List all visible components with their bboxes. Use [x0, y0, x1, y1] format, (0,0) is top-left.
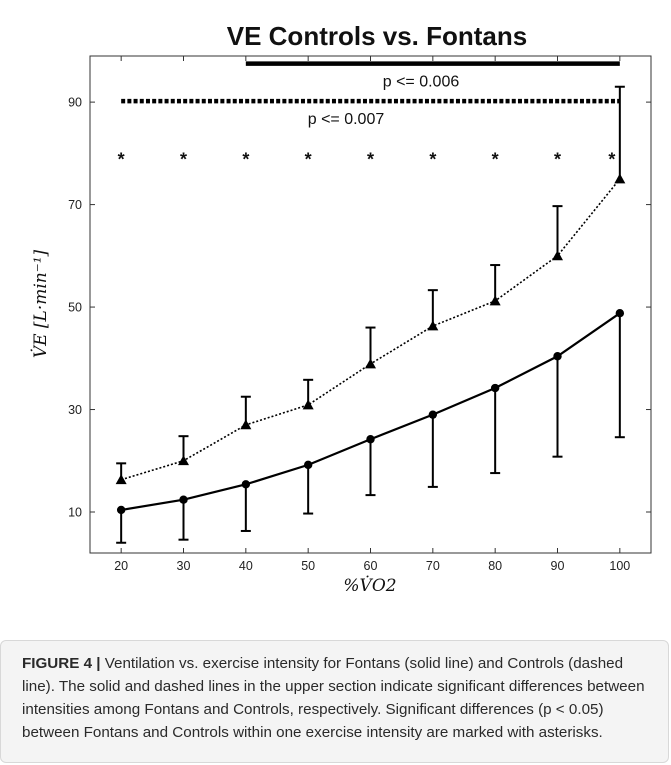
x-tick-label: 60 [364, 559, 378, 573]
x-tick-label: 40 [239, 559, 253, 573]
significance-asterisk: * [305, 149, 312, 169]
y-tick-label: 30 [68, 403, 82, 417]
controls-point [240, 419, 252, 430]
controls-point [552, 250, 563, 261]
significance-asterisk: * [180, 149, 187, 169]
fontans-point [615, 309, 625, 318]
controls-point [489, 295, 501, 306]
caption-paragraph: FIGURE 4 | Ventilation vs. exercise inte… [22, 652, 652, 744]
y-tick-label: 50 [68, 301, 82, 315]
fontans-point [553, 352, 562, 361]
chart: VE Controls vs. Fontans 20 30 40 50 60 70 80 90… [31, 21, 652, 596]
y-axis-label: V̇E [L·min⁻¹] [31, 249, 51, 358]
controls-point [614, 173, 626, 184]
figure-caption: FIGURE 4 | Ventilation vs. exercise inte… [0, 640, 669, 763]
controls-point [427, 320, 439, 331]
chart-title: VE Controls vs. Fontans [227, 21, 528, 51]
fontans-point [116, 505, 126, 515]
significance-asterisk: * [608, 149, 615, 169]
controls-point [365, 358, 376, 369]
x-tick-label: 30 [177, 559, 191, 573]
x-tick-label: 100 [609, 559, 630, 573]
y-tick-label: 70 [68, 198, 82, 212]
significance-label-dashed: p <= 0.007 [308, 111, 385, 128]
x-tick-label: 90 [551, 559, 565, 573]
significance-label-solid: p <= 0.006 [383, 74, 460, 91]
fontans-point [490, 383, 500, 393]
caption-text: Ventilation vs. exercise intensity for F… [22, 655, 645, 741]
x-tick-label: 70 [426, 559, 440, 573]
y-tick-label: 10 [68, 506, 82, 520]
fontans-point [241, 480, 251, 489]
controls-point [178, 455, 189, 466]
significance-asterisk: * [429, 149, 436, 169]
significance-asterisk: * [367, 149, 374, 169]
x-tick-label: 80 [488, 559, 502, 573]
caption-label: FIGURE 4 | [22, 655, 101, 672]
fontans-point [179, 495, 188, 504]
x-tick-label: 50 [301, 559, 315, 573]
significance-asterisk: * [242, 149, 249, 169]
controls-point [115, 474, 127, 485]
controls-point [302, 399, 314, 410]
significance-asterisk: * [118, 149, 125, 169]
x-axis-label: %V̇O2 [343, 576, 396, 596]
fontans-point [428, 410, 438, 419]
y-tick-label: 90 [68, 96, 82, 110]
fontans-point [303, 460, 313, 470]
significance-asterisk: * [492, 149, 499, 169]
x-tick-label: 20 [114, 559, 128, 573]
fontans-point [366, 435, 375, 444]
significance-asterisk: * [554, 149, 561, 169]
